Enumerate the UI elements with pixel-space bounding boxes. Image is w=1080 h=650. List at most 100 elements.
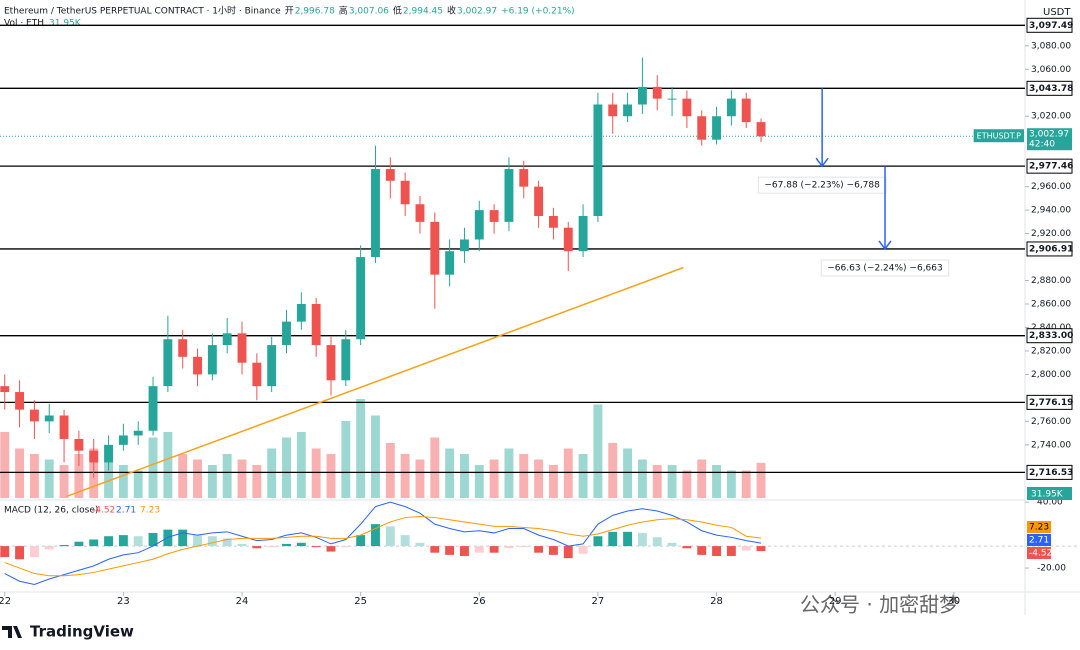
volume-bar [400,454,410,498]
macd-histogram-bar [15,546,25,560]
ohlc-value: 2,994.45 [403,7,443,17]
macd-histogram-bar [445,546,455,555]
y-tick-label: 2,880.00 [1031,276,1071,286]
volume-bar [608,443,618,498]
macd-histogram-bar [712,546,721,556]
x-tick-label: 22 [0,596,11,607]
macd-histogram-bar [474,546,484,553]
macd-histogram-bar [356,535,366,547]
volume-bar [118,465,128,498]
ohlc-key: 开 [285,6,294,17]
candle-body [267,345,277,387]
volume-bar [489,459,499,498]
candle-body [326,345,336,381]
candle-body [667,98,677,100]
macd-histogram-bar [222,538,232,547]
level-label: 2,716.53 [1029,468,1073,478]
symbol-title: Ethereum / TetherUS PERPETUAL CONTRACT ·… [4,5,281,17]
level-label: 3,097.49 [1029,21,1073,31]
candle-body [385,169,395,181]
candle-body [193,356,202,375]
macd-histogram-bar [652,537,662,547]
volume-bar [44,459,54,498]
macd-y-tick-label: -20.00 [1037,564,1066,574]
ohlc-key: 收 [447,5,456,17]
candle-body [652,86,662,99]
candle-body [356,257,366,340]
volume-bar [252,465,262,498]
volume-bar [652,465,662,498]
macd-histogram-bar [385,526,395,547]
volume-bar [682,470,692,498]
ohlc-value: 2,996.78 [295,7,335,17]
x-tick-label: 25 [354,596,367,607]
macd-histogram-bar [29,546,39,558]
last-price-label: 3,002.97 [1029,130,1069,140]
level-tag [1026,464,1073,480]
measure-label-bg [820,259,950,277]
y-tick-label: 2,860.00 [1031,300,1071,310]
volume-bar [222,454,232,498]
candle-body [504,169,514,222]
macd-histogram-bar [0,546,10,558]
candle-body [593,104,603,216]
macd-histogram-bar [371,524,380,547]
x-tick-label: 28 [710,596,723,607]
macd-histogram-bar [682,546,692,549]
candle-body [371,169,380,258]
level-label: 2,833.00 [1029,331,1073,341]
y-tick-label: 2,840.00 [1031,323,1071,333]
x-tick-label: 30 [947,596,960,607]
macd-value-tag [1027,521,1051,533]
macd-histogram-bar [267,546,277,548]
currency: USDT [1043,7,1071,18]
candle-body [608,104,618,117]
level-label: 2,977.46 [1029,162,1073,172]
macd-value-tag-label: 7.23 [1029,523,1049,533]
macd-title: MACD (12, 26, close) [4,506,98,516]
candle-body [148,386,158,431]
countdown: 42:40 [1029,140,1055,150]
candle-body [252,362,262,387]
volume-bar [326,454,336,498]
macd-value-tag-label: 2.71 [1029,536,1049,546]
y-tick-label: 3,020.00 [1031,112,1071,122]
macd-value-tag-label: -4.52 [1029,549,1052,559]
level-tag [1026,17,1073,33]
volume-bar [148,437,158,498]
measure-label: −67.88 (−2.23%) −6,788 [764,181,880,191]
volume-bar [267,448,277,498]
volume-bar [430,437,440,498]
candle-body [712,116,721,140]
macd-histogram-bar [741,546,751,551]
macd-y-tick-label: 40.00 [1037,498,1063,508]
volume-bar [356,399,366,498]
volume-bar [163,432,173,498]
y-tick-label: 2,920.00 [1031,229,1071,239]
trendline [66,266,684,498]
macd-macd-line [4,501,762,586]
candle-body [296,304,306,322]
candle-body [400,180,410,205]
macd-histogram-bar [44,546,54,550]
macd-histogram-bar [341,546,351,548]
volume-bar [697,459,707,498]
level-label: 3,043.78 [1029,84,1073,94]
macd-histogram-bar [519,546,529,548]
macd-histogram-bar [118,535,128,547]
volume-bar [178,454,188,498]
candle-body [59,415,69,439]
candle-body [682,98,692,117]
volume-bar [0,432,10,498]
candle-body [118,435,128,445]
volume-bar [563,448,573,498]
volume-bar [133,470,143,498]
volume-bar [59,465,69,498]
macd-histogram-bar [311,546,321,548]
candle-body [74,438,84,451]
candle-body [430,221,440,275]
volume-bar [311,448,321,498]
volume-bar [282,437,291,498]
volume-bar [104,459,113,498]
